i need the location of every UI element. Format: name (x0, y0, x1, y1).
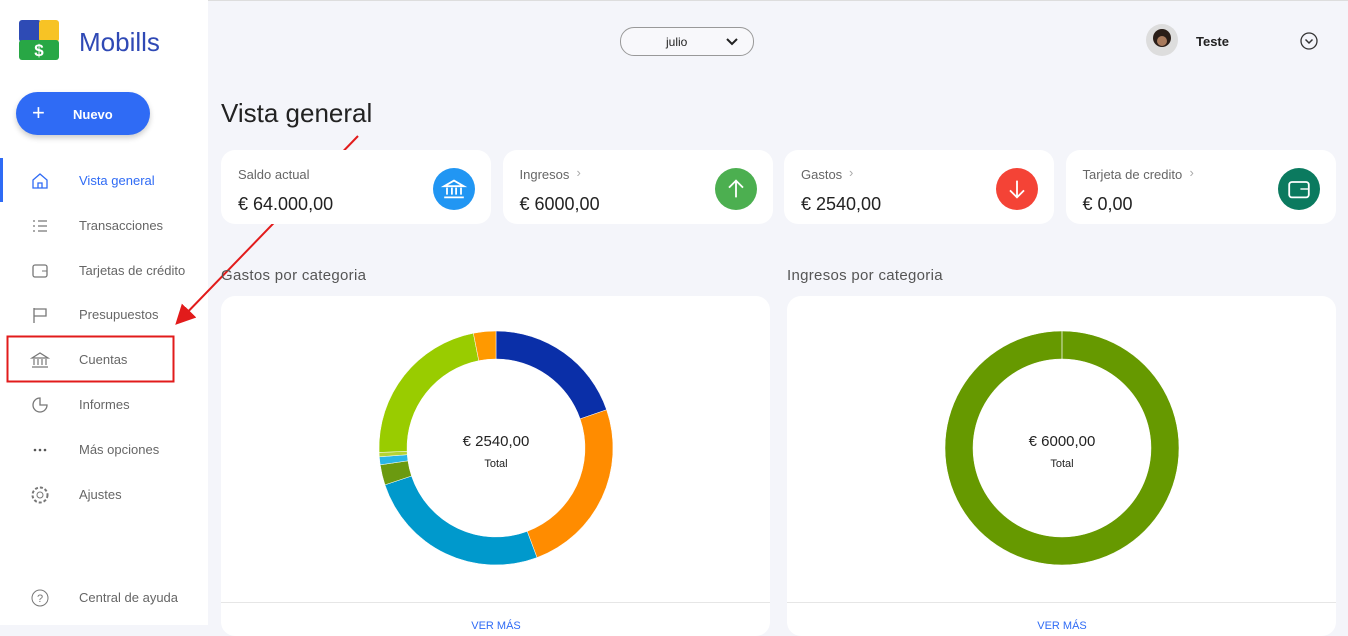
logo: $ (19, 20, 59, 60)
card-label: Ingresos (519, 167, 570, 182)
svg-text:?: ? (37, 593, 43, 605)
nav-label: Informes (79, 397, 130, 412)
card-icon (1277, 168, 1320, 210)
nav-label: Central de ayuda (79, 590, 179, 605)
active-indicator (0, 158, 3, 202)
donut-total: € 2540,00 (463, 433, 530, 450)
nav-item[interactable]: Tarjetas de crédito (0, 248, 208, 292)
card-glyph (440, 179, 468, 199)
nav-item[interactable]: Ajustes (0, 472, 208, 516)
card-label: Gastos (801, 167, 843, 182)
user-name: Teste (1196, 34, 1229, 49)
card-icon (714, 168, 757, 210)
page-title: Vista general (221, 98, 373, 128)
new-button[interactable]: + Nuevo (16, 92, 150, 135)
card-label: Saldo actual (238, 167, 310, 182)
nav-label: Tarjetas de crédito (79, 262, 186, 278)
donut-segment (495, 330, 607, 420)
donut-total: € 6000,00 (1029, 433, 1096, 450)
nav-item[interactable]: Más opciones (0, 427, 208, 471)
help-icon: ? (31, 589, 49, 607)
see-more-link[interactable]: VER MÁS (1037, 619, 1087, 632)
brand: Mobills (79, 27, 160, 57)
avatar[interactable] (1146, 24, 1178, 56)
nav-item[interactable]: ? Central de ayuda (0, 575, 208, 619)
nav-icon (32, 173, 48, 189)
nav-label: Más opciones (79, 441, 160, 457)
nav-item[interactable]: Presupuestos (0, 292, 208, 336)
nav-icon (32, 263, 48, 278)
donut-chart: € 6000,00 Total VER MÁS (787, 330, 1336, 632)
donut-total-label: Total (484, 458, 507, 470)
card-label: Tarjeta de credito (1082, 167, 1183, 182)
see-more-link[interactable]: VER MÁS (471, 619, 521, 632)
nav-icon (32, 397, 48, 413)
nav-label: Cuentas (79, 352, 128, 368)
nav-label: Vista general (79, 173, 155, 188)
donut-segment (944, 330, 1180, 566)
chart-panel: € 2540,00 Total VER MÁS (221, 296, 770, 636)
user-menu[interactable] (1300, 32, 1318, 50)
nav-item[interactable]: Vista general (0, 158, 208, 202)
chart-panel: € 6000,00 Total VER MÁS (787, 296, 1336, 636)
card-icon (996, 168, 1038, 210)
donut-segment (526, 409, 614, 558)
summary-card[interactable]: Ingresos › € 6000,00 (502, 150, 773, 224)
nav-item[interactable]: Transacciones (0, 203, 208, 247)
donut-segment (473, 330, 497, 361)
card-value: € 0,00 (1082, 194, 1133, 214)
donut-segment (384, 475, 538, 566)
nav-icon (33, 220, 47, 232)
nav-icon (30, 352, 50, 368)
top-border (208, 0, 1348, 1)
summary-card[interactable]: Gastos › € 2540,00 (784, 150, 1054, 224)
summary-card[interactable]: Saldo actual € 64.000,00 (221, 150, 491, 224)
nav-label: Presupuestos (79, 307, 159, 323)
panel-title: Gastos por categoria (221, 267, 367, 284)
card-glyph (1287, 181, 1310, 199)
summary-card[interactable]: Tarjeta de credito › € 0,00 (1065, 150, 1336, 224)
sidebar: $ Mobills + Nuevo ? Central de ayuda Vis… (0, 0, 208, 625)
card-chevron: › (576, 165, 581, 180)
month: julio (666, 35, 688, 49)
nav-icon (31, 486, 49, 504)
plus-icon: + (32, 100, 45, 125)
card-chevron: › (849, 165, 854, 180)
card-value: € 2540,00 (801, 194, 882, 214)
card-icon (433, 168, 475, 210)
nav-item[interactable]: Informes (0, 382, 208, 426)
card-glyph (1009, 180, 1025, 199)
donut-total-label: Total (1050, 458, 1073, 470)
svg-text:$: $ (34, 41, 44, 60)
card-chevron: › (1189, 165, 1194, 180)
card-value: € 6000,00 (519, 194, 600, 214)
nav-label: Transacciones (79, 217, 164, 233)
nav-icon (33, 308, 47, 324)
chevron (726, 38, 738, 46)
donut-chart: € 2540,00 Total VER MÁS (221, 330, 770, 632)
nav-label: Ajustes (79, 486, 122, 502)
nav-item[interactable]: Cuentas (0, 337, 208, 381)
card-glyph (727, 179, 744, 198)
nav-icon (33, 448, 47, 452)
card-value: € 64.000,00 (238, 194, 334, 214)
month-select[interactable]: julio (620, 27, 754, 56)
new-label: Nuevo (73, 107, 113, 122)
panel-title: Ingresos por categoria (787, 267, 943, 284)
